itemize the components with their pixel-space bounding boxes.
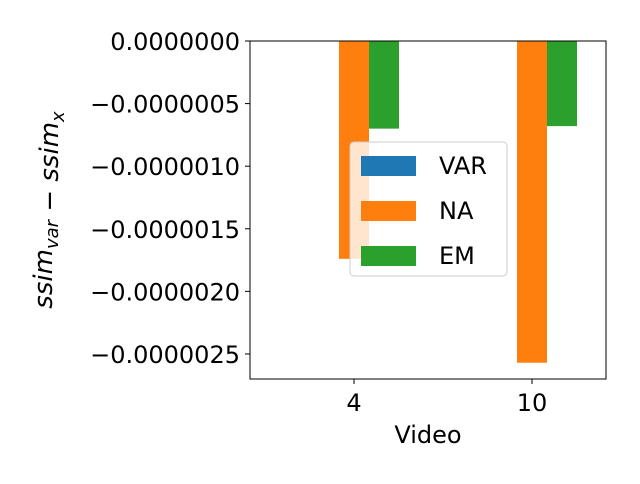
legend-label-na: NA: [439, 197, 474, 225]
bar-na-10: [517, 41, 547, 363]
x-axis-label: Video: [394, 421, 461, 449]
bars-layer: [339, 41, 577, 363]
legend-swatch-em: [361, 246, 416, 266]
x-tick-label-10: 10: [517, 389, 548, 417]
y-axis-label: ssimvar − ssimx: [29, 111, 69, 309]
legend-label-var: VAR: [439, 152, 487, 180]
y-tick-label-2: −0.0000010: [90, 153, 240, 181]
y-tick-label-1: −0.0000005: [90, 91, 240, 119]
y-tick-label-4: −0.0000020: [90, 278, 240, 306]
bar-em-4: [369, 41, 399, 129]
plot-frame: [249, 40, 607, 380]
y-tick-label-3: −0.0000015: [90, 216, 240, 244]
y-tick-label-5: −0.0000025: [90, 341, 240, 369]
y-tick-label-0: 0.0000000: [110, 28, 240, 56]
axes-layer: 0.0000000 −0.0000005 −0.0000010 −0.0000015 −…: [29, 28, 607, 449]
bar-em-10: [547, 41, 577, 127]
legend-swatch-na: [361, 201, 416, 221]
legend-label-em: EM: [439, 242, 475, 270]
x-tick-label-4: 4: [346, 389, 361, 417]
legend: VAR NA EM: [349, 141, 508, 277]
legend-swatch-var: [361, 156, 416, 176]
